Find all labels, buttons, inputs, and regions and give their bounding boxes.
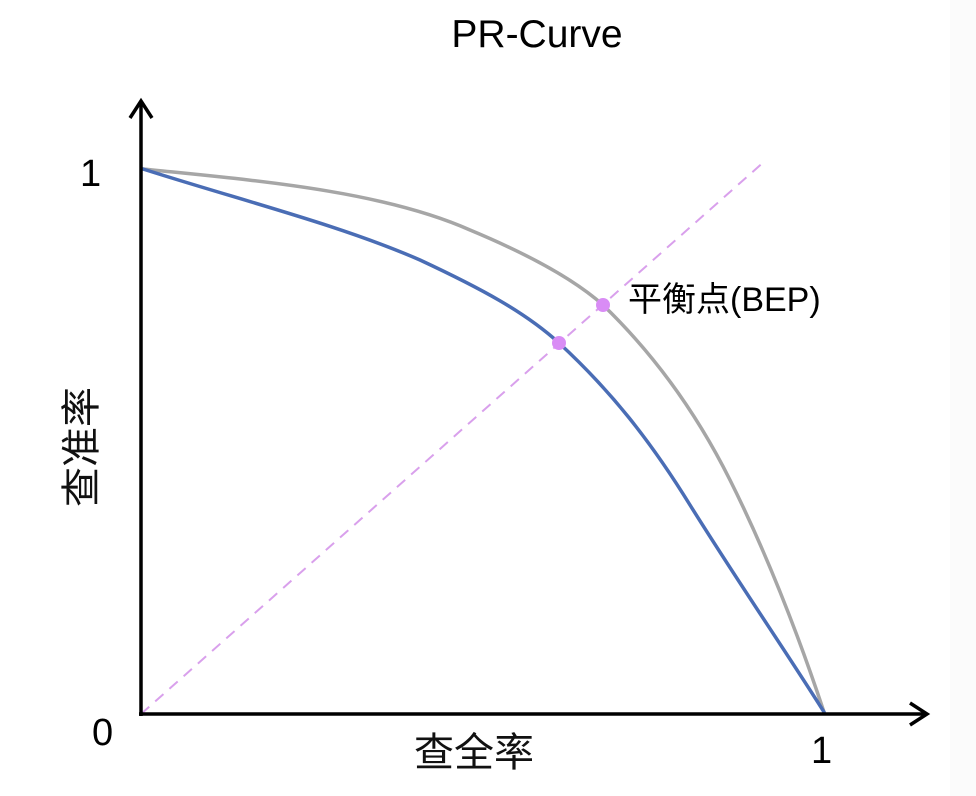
bep-annotation: 平衡点(BEP) xyxy=(628,280,821,320)
right-edge-strip xyxy=(950,0,976,796)
bep-annotation-cjk: 平衡点 xyxy=(628,280,730,320)
y-axis-label: 查准率 xyxy=(59,387,105,507)
y-tick-1: 1 xyxy=(80,153,102,195)
chart-title: PR-Curve xyxy=(451,13,623,56)
bep-point-blue xyxy=(552,336,566,350)
x-tick-1: 1 xyxy=(811,730,833,772)
pr-curve-gray xyxy=(141,167,826,714)
x-axis-label: 查全率 xyxy=(414,730,534,776)
bep-point-gray xyxy=(596,298,610,312)
x-axis-arrowhead xyxy=(909,701,931,727)
y-axis-arrowhead xyxy=(128,97,154,119)
bep-annotation-latin: (BEP) xyxy=(730,281,821,319)
origin-tick-0: 0 xyxy=(92,712,114,754)
pr-curve-blue xyxy=(141,167,826,714)
balance-line xyxy=(140,159,767,715)
